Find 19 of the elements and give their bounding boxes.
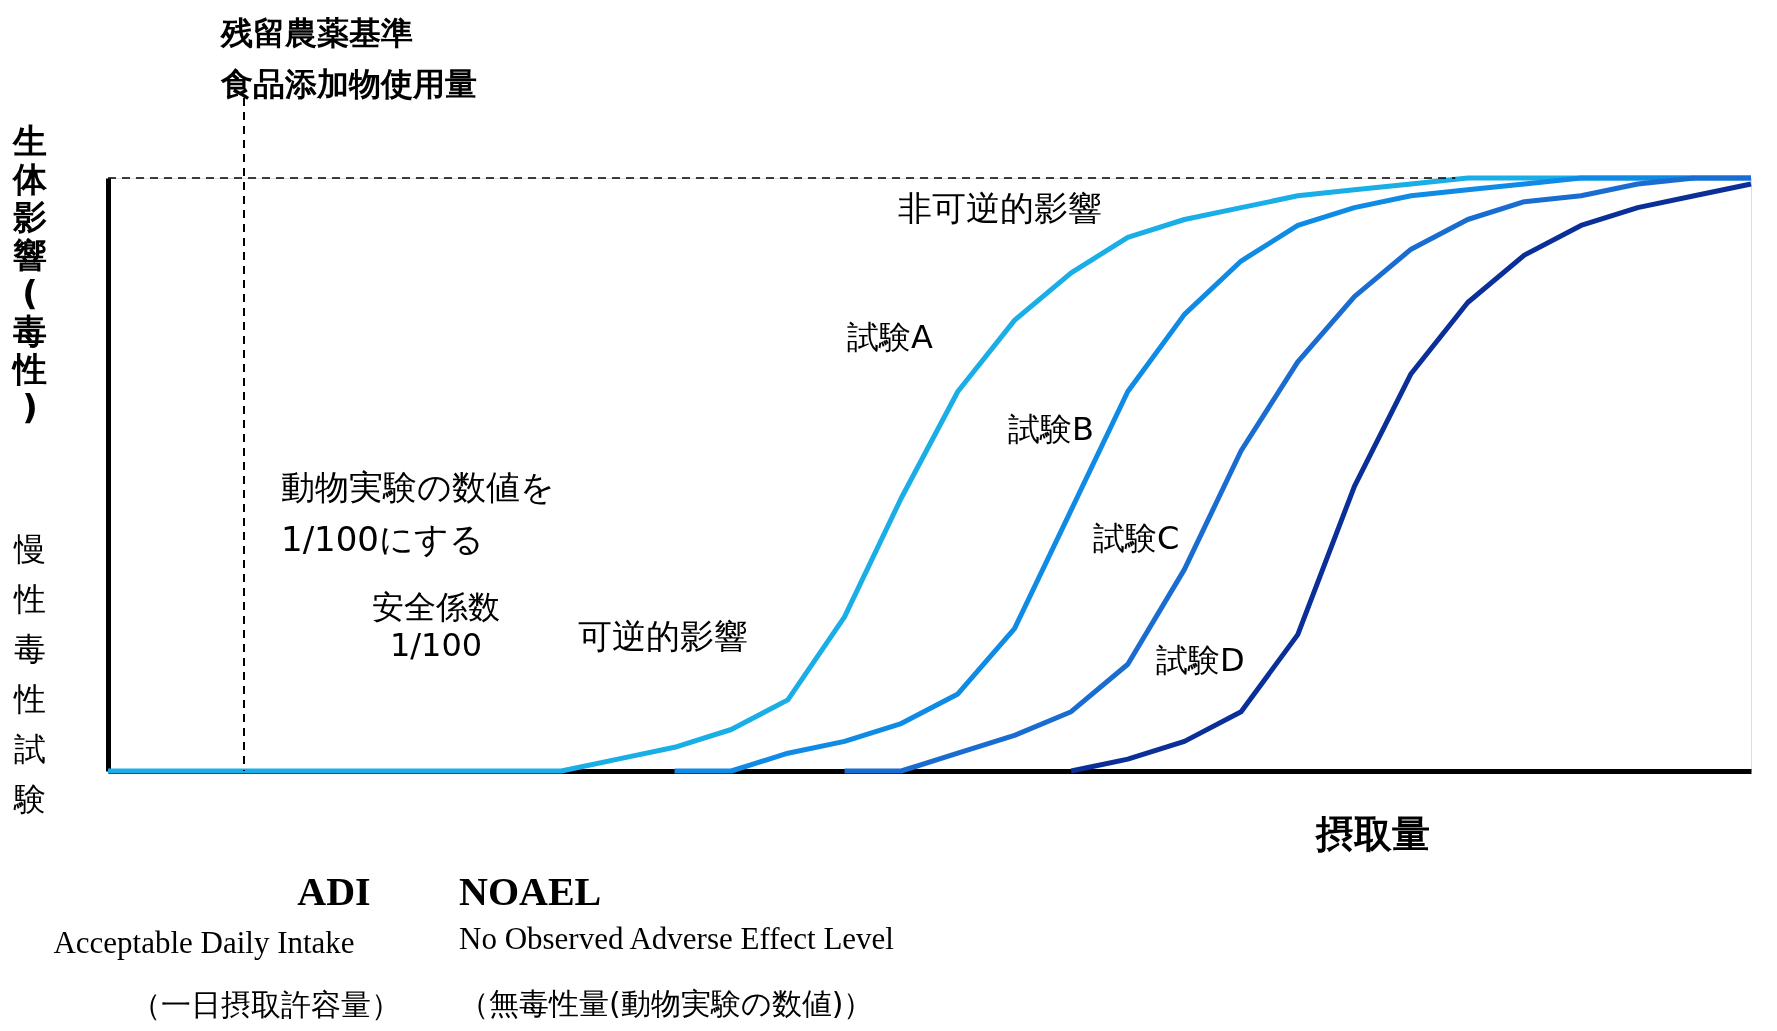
- annotation: 可逆的影響: [578, 616, 748, 656]
- annotation: 動物実験の数値を 1/100にする: [281, 467, 555, 559]
- text: ADI: [297, 869, 371, 914]
- series-label: 試験A: [847, 318, 933, 356]
- text: （一日摂取許容量）: [131, 987, 401, 1022]
- text: NOAEL: [459, 869, 602, 914]
- annotation: 安全係数 1/100: [372, 588, 500, 664]
- text: 食品添加物使用量: [220, 65, 477, 103]
- text: 残留農薬基準: [219, 14, 413, 52]
- text: No Observed Adverse Effect Level: [459, 921, 894, 956]
- text: （無毒性量(動物実験の数値)）: [459, 986, 874, 1021]
- series-label: 試験B: [1008, 410, 1094, 448]
- annotation: 非可逆的影響: [898, 188, 1102, 228]
- y-axis-title: 生体影響(毒性): [11, 121, 48, 427]
- series-label: 試験D: [1156, 641, 1245, 679]
- x-axis-title: 摂取量: [1315, 812, 1430, 856]
- text: 慢性毒性試験: [13, 530, 46, 818]
- text: Acceptable Daily Intake: [53, 925, 355, 960]
- series-label: 試験C: [1093, 519, 1180, 557]
